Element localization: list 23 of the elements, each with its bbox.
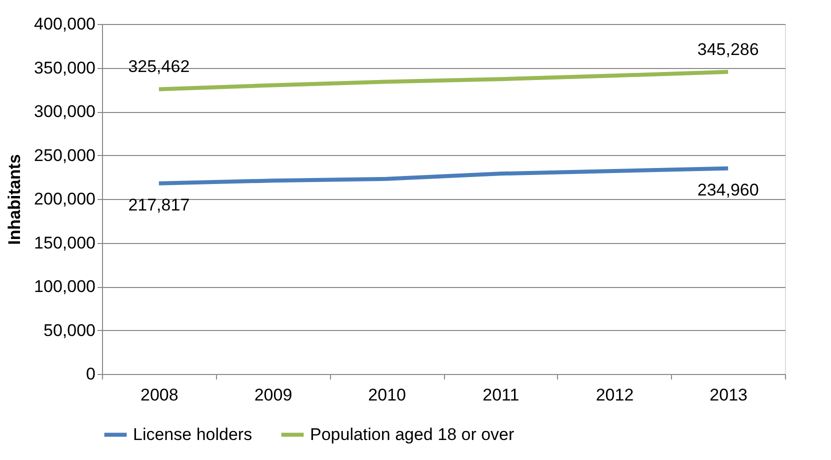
line-series — [156, 166, 730, 186]
y-tick-label: 200,000 — [34, 190, 96, 208]
x-tick-label: 2008 — [140, 386, 178, 404]
y-tick-label: 400,000 — [34, 14, 96, 34]
y-tick-label: 150,000 — [34, 233, 96, 252]
x-tick-label: 2010 — [368, 386, 406, 404]
y-axis-title: Inhabitants — [5, 154, 24, 245]
x-tick-label: 2011 — [482, 386, 520, 404]
x-tick-label: 2012 — [596, 386, 634, 404]
y-tick-label: 250,000 — [34, 146, 96, 165]
y-tick-label: 300,000 — [34, 102, 96, 121]
data-label: 325,462 — [128, 57, 190, 76]
x-tick-label: 2009 — [254, 386, 292, 404]
x-tick-label: 2013 — [710, 386, 748, 404]
y-tick-label: 100,000 — [34, 277, 96, 296]
legend-label: Population aged 18 or over — [310, 424, 514, 444]
legend-label: License holders — [133, 424, 252, 444]
data-label: 217,817 — [128, 195, 190, 214]
data-label: 234,960 — [697, 180, 759, 200]
data-label: 345,286 — [697, 40, 759, 59]
y-tick-label: 50,000 — [44, 320, 96, 340]
y-tick-label: 0 — [86, 364, 96, 384]
y-tick-label: 350,000 — [34, 58, 96, 78]
